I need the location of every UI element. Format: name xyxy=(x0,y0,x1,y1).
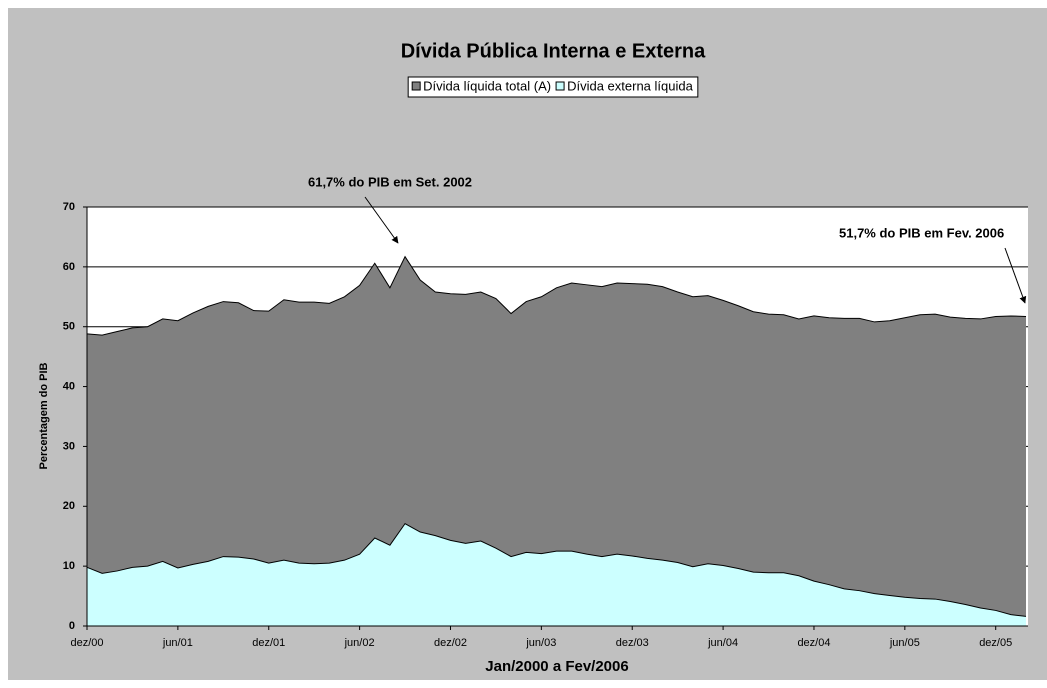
y-tick-label: 40 xyxy=(63,380,75,392)
y-axis-title: Percentagem do PIB xyxy=(38,362,50,469)
y-tick-label: 10 xyxy=(63,560,75,572)
annotation: 51,7% do PIB em Fev. 2006 xyxy=(839,225,1004,240)
y-tick-label: 0 xyxy=(69,620,75,632)
x-tick-label: dez/03 xyxy=(616,637,649,649)
x-tick-label: dez/04 xyxy=(797,637,830,649)
x-tick-label: dez/02 xyxy=(434,637,467,649)
y-tick-label: 70 xyxy=(63,201,75,213)
x-tick-label: jun/04 xyxy=(707,637,738,649)
y-tick-label: 20 xyxy=(63,500,75,512)
areas xyxy=(86,255,1027,626)
x-tick-label: dez/05 xyxy=(979,637,1012,649)
y-tick-label: 30 xyxy=(63,440,75,452)
x-tick-label: jun/01 xyxy=(162,637,193,649)
y-tick-label: 50 xyxy=(63,321,75,333)
area xyxy=(87,523,1026,626)
area xyxy=(87,256,1026,626)
x-tick-label: jun/03 xyxy=(525,637,556,649)
annotations: 61,7% do PIB em Set. 2002 51,7% do PIB em… xyxy=(308,174,1027,304)
legend-box xyxy=(407,76,699,98)
legend: Dívida líquida total (A) Dívida externa l… xyxy=(407,76,699,98)
y-tick-label: 60 xyxy=(63,261,75,273)
x-tick-label: jun/05 xyxy=(889,637,920,649)
axes: 0 10 20 30 40 50 60 70 dez/00 jun/01 dez/01 jun/02 d… xyxy=(63,201,1028,649)
annotation-arrow xyxy=(1004,247,1027,304)
x-tick-label: dez/00 xyxy=(70,637,103,649)
legend-swatch xyxy=(411,81,421,91)
area-outline xyxy=(86,522,1027,617)
annotation-arrow xyxy=(364,196,399,244)
legend-label: Dívida externa líquida xyxy=(567,78,694,93)
legend-label: Dívida líquida total (A) xyxy=(423,78,551,93)
x-tick-label: dez/01 xyxy=(252,637,285,649)
x-tick-label: jun/02 xyxy=(344,637,375,649)
x-axis-title: Jan/2000 a Fev/2006 xyxy=(485,658,628,675)
annotation: 61,7% do PIB em Set. 2002 xyxy=(308,174,472,189)
area-outline xyxy=(86,255,1027,336)
chart-title: Dívida Pública Interna e Externa xyxy=(401,40,706,62)
legend-swatch xyxy=(555,81,565,91)
